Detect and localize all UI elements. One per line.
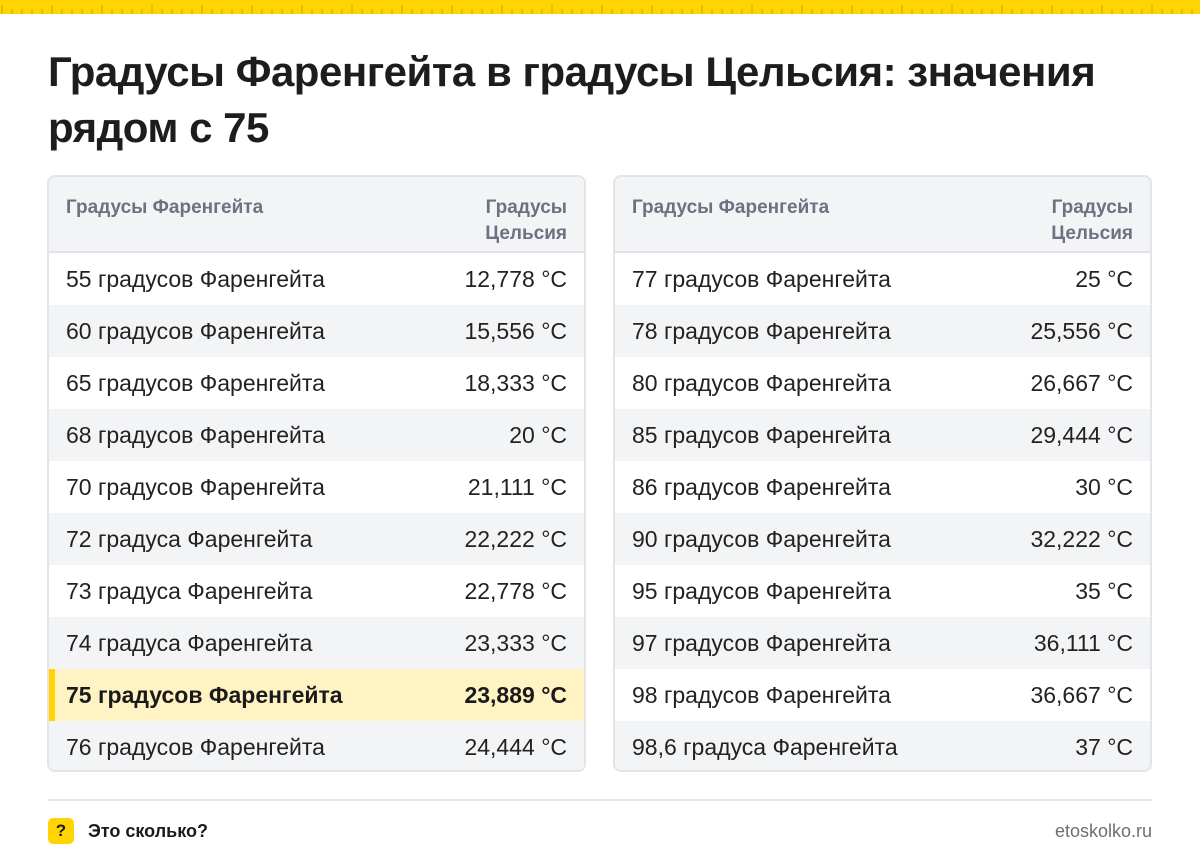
table-header: Градусы Фаренгейта Градусы Цельсия bbox=[49, 177, 584, 253]
table-row: 97 градусов Фаренгейта 36,111 °C bbox=[615, 617, 1150, 669]
celsius-value: 12,778 °C bbox=[464, 265, 567, 292]
footer-divider bbox=[48, 799, 1152, 801]
fahrenheit-value: 72 градуса Фаренгейта bbox=[66, 525, 313, 552]
table-body: 55 градусов Фаренгейта 12,778 °C 60 градус… bbox=[49, 253, 584, 770]
column-header-celsius: Градусы Цельсия bbox=[1051, 197, 1133, 244]
fahrenheit-value: 70 градусов Фаренгейта bbox=[66, 473, 325, 500]
celsius-value: 15,556 °C bbox=[464, 317, 567, 344]
celsius-value: 24,444 °C bbox=[464, 733, 567, 760]
celsius-value: 36,667 °C bbox=[1030, 681, 1133, 708]
table-row-highlighted: 75 градусов Фаренгейта 23,889 °C bbox=[49, 669, 584, 721]
ruler-decoration bbox=[0, 0, 1200, 14]
celsius-value: 23,333 °C bbox=[464, 629, 567, 656]
ruler-ticks bbox=[1, 5, 1193, 14]
fahrenheit-value: 60 градусов Фаренгейта bbox=[66, 317, 325, 344]
fahrenheit-value: 73 градуса Фаренгейта bbox=[66, 577, 313, 604]
fahrenheit-value: 98 градусов Фаренгейта bbox=[632, 681, 891, 708]
brand-name: Это сколько? bbox=[88, 821, 208, 841]
celsius-value: 30 °C bbox=[1075, 473, 1133, 500]
table-row: 95 градусов Фаренгейта 35 °C bbox=[615, 565, 1150, 617]
fahrenheit-value: 75 градусов Фаренгейта bbox=[66, 681, 343, 708]
table-row: 55 градусов Фаренгейта 12,778 °C bbox=[49, 253, 584, 305]
table-row: 98 градусов Фаренгейта 36,667 °C bbox=[615, 669, 1150, 721]
page-title: Градусы Фаренгейта в градусы Цельсия: зн… bbox=[48, 48, 1096, 151]
celsius-value: 32,222 °C bbox=[1030, 525, 1133, 552]
column-header-fahrenheit: Градусы Фаренгейта bbox=[632, 197, 830, 218]
fahrenheit-value: 74 градуса Фаренгейта bbox=[66, 629, 313, 656]
column-header-fahrenheit: Градусы Фаренгейта bbox=[66, 197, 264, 218]
fahrenheit-value: 98,6 градуса Фаренгейта bbox=[632, 733, 898, 760]
table-header: Градусы Фаренгейта Градусы Цельсия bbox=[615, 177, 1150, 253]
celsius-value: 20 °C bbox=[509, 421, 567, 448]
fahrenheit-value: 68 градусов Фаренгейта bbox=[66, 421, 325, 448]
celsius-value: 23,889 °C bbox=[464, 681, 567, 708]
celsius-value: 21,111 °C bbox=[467, 473, 567, 500]
celsius-value: 26,667 °C bbox=[1030, 369, 1133, 396]
table-row: 74 градуса Фаренгейта 23,333 °C bbox=[49, 617, 584, 669]
table-row: 68 градусов Фаренгейта 20 °C bbox=[49, 409, 584, 461]
table-row: 78 градусов Фаренгейта 25,556 °C bbox=[615, 305, 1150, 357]
table-row: 60 градусов Фаренгейта 15,556 °C bbox=[49, 305, 584, 357]
table-row: 98,6 градуса Фаренгейта 37 °C bbox=[615, 721, 1150, 770]
table-row: 77 градусов Фаренгейта 25 °C bbox=[615, 253, 1150, 305]
fahrenheit-value: 90 градусов Фаренгейта bbox=[632, 525, 891, 552]
celsius-value: 22,222 °C bbox=[464, 525, 567, 552]
table-row: 72 градуса Фаренгейта 22,222 °C bbox=[49, 513, 584, 565]
fahrenheit-value: 85 градусов Фаренгейта bbox=[632, 421, 891, 448]
table-body: 77 градусов Фаренгейта 25 °C 78 градусов Ф… bbox=[615, 253, 1150, 770]
celsius-value: 22,778 °C bbox=[464, 577, 567, 604]
fahrenheit-value: 86 градусов Фаренгейта bbox=[632, 473, 891, 500]
table-row: 73 градуса Фаренгейта 22,778 °C bbox=[49, 565, 584, 617]
fahrenheit-value: 80 градусов Фаренгейта bbox=[632, 369, 891, 396]
column-header-celsius: Градусы Цельсия bbox=[485, 197, 567, 244]
fahrenheit-value: 77 градусов Фаренгейта bbox=[632, 265, 891, 292]
table-row: 85 градусов Фаренгейта 29,444 °C bbox=[615, 409, 1150, 461]
question-badge-icon: ? bbox=[48, 818, 74, 844]
fahrenheit-value: 65 градусов Фаренгейта bbox=[66, 369, 325, 396]
conversion-table-right: Градусы Фаренгейта Градусы Цельсия 77 гр… bbox=[613, 175, 1152, 772]
table-row: 70 градусов Фаренгейта 21,111 °C bbox=[49, 461, 584, 513]
celsius-value: 35 °C bbox=[1075, 577, 1133, 604]
conversion-table-left: Градусы Фаренгейта Градусы Цельсия 55 гр… bbox=[47, 175, 586, 772]
site-link[interactable]: etoskolko.ru bbox=[1054, 821, 1152, 841]
celsius-value: 25,556 °C bbox=[1030, 317, 1133, 344]
table-row: 65 градусов Фаренгейта 18,333 °C bbox=[49, 357, 584, 409]
celsius-value: 37 °C bbox=[1075, 733, 1133, 760]
table-row: 80 градусов Фаренгейта 26,667 °C bbox=[615, 357, 1150, 409]
fahrenheit-value: 95 градусов Фаренгейта bbox=[632, 577, 891, 604]
fahrenheit-value: 78 градусов Фаренгейта bbox=[632, 317, 891, 344]
table-row: 86 градусов Фаренгейта 30 °C bbox=[615, 461, 1150, 513]
fahrenheit-value: 76 градусов Фаренгейта bbox=[66, 733, 325, 760]
celsius-value: 36,111 °C bbox=[1033, 629, 1133, 656]
fahrenheit-value: 97 градусов Фаренгейта bbox=[632, 629, 891, 656]
celsius-value: 18,333 °C bbox=[464, 369, 567, 396]
celsius-value: 29,444 °C bbox=[1030, 421, 1133, 448]
fahrenheit-value: 55 градусов Фаренгейта bbox=[66, 265, 325, 292]
table-row: 90 градусов Фаренгейта 32,222 °C bbox=[615, 513, 1150, 565]
celsius-value: 25 °C bbox=[1075, 265, 1133, 292]
table-row: 76 градусов Фаренгейта 24,444 °C bbox=[49, 721, 584, 770]
